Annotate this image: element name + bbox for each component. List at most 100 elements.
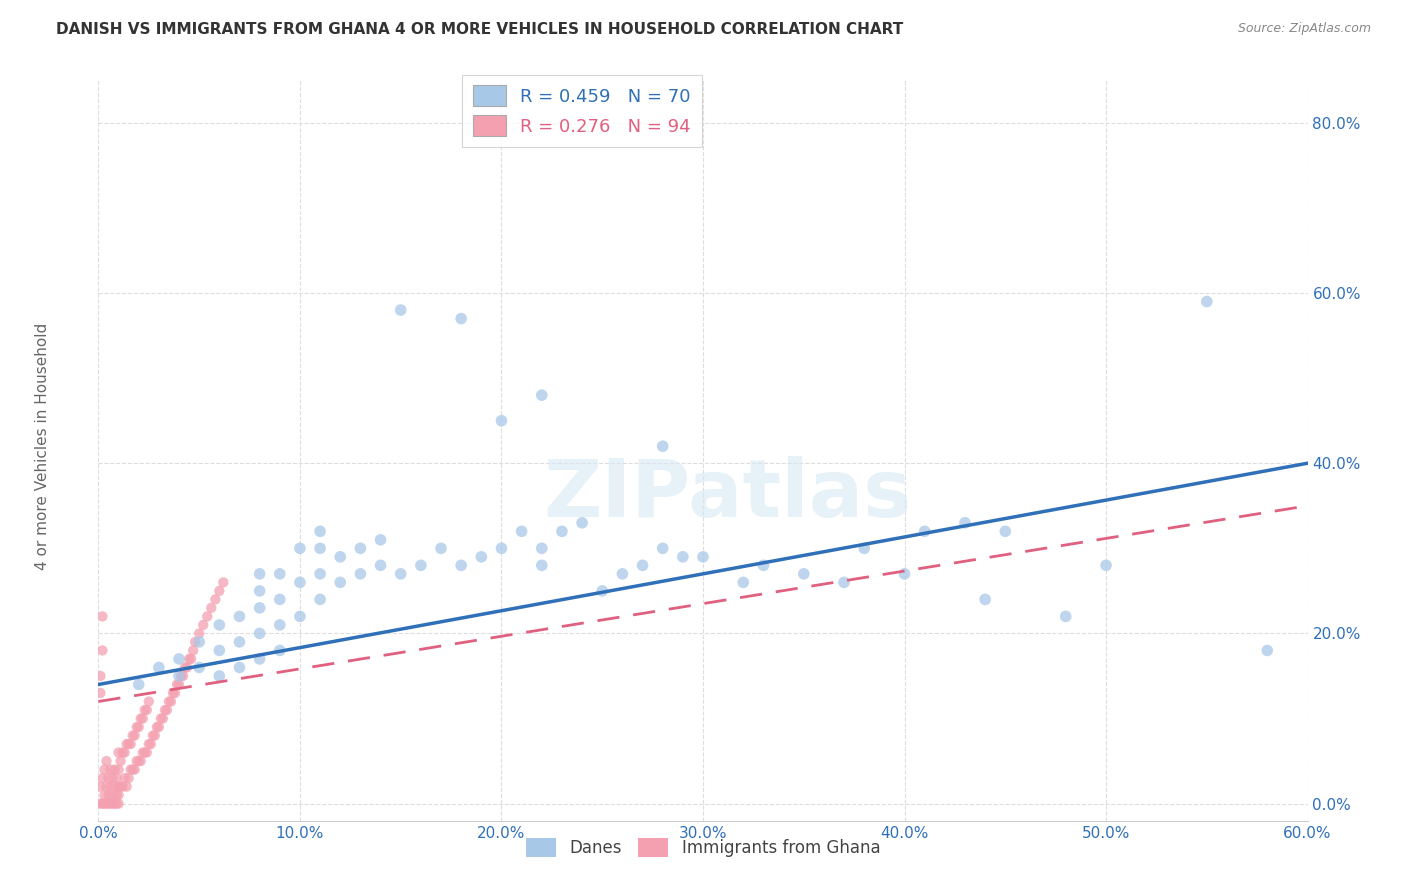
Point <box>120 737 142 751</box>
Point <box>110 780 132 794</box>
Point <box>530 541 553 556</box>
Point <box>953 516 976 530</box>
Legend: Danes, Immigrants from Ghana: Danes, Immigrants from Ghana <box>519 831 887 864</box>
Point <box>329 549 352 564</box>
Point <box>105 771 128 785</box>
Point <box>138 694 160 708</box>
Point <box>105 788 128 802</box>
Point <box>551 524 574 539</box>
Point <box>107 746 129 760</box>
Point <box>180 652 202 666</box>
Point <box>1095 558 1118 573</box>
Point <box>914 524 936 539</box>
Point <box>228 660 250 674</box>
Point <box>162 686 184 700</box>
Point <box>91 771 114 785</box>
Point <box>249 566 271 581</box>
Point <box>288 575 311 590</box>
Point <box>153 703 176 717</box>
Point <box>139 737 162 751</box>
Point <box>309 524 332 539</box>
Point <box>349 541 371 556</box>
Point <box>107 780 129 794</box>
Point <box>208 669 231 683</box>
Point <box>114 746 136 760</box>
Point <box>125 720 148 734</box>
Point <box>89 780 111 794</box>
Point <box>170 669 193 683</box>
Point <box>97 788 120 802</box>
Point <box>631 558 654 573</box>
Point <box>370 533 392 547</box>
Point <box>118 737 141 751</box>
Point <box>853 541 876 556</box>
Point <box>93 788 115 802</box>
Point <box>149 712 172 726</box>
Point <box>128 720 150 734</box>
Point <box>89 669 111 683</box>
Point <box>200 600 222 615</box>
Point <box>269 618 291 632</box>
Point <box>107 763 129 777</box>
Point <box>89 797 111 811</box>
Point <box>228 609 250 624</box>
Point <box>793 566 815 581</box>
Point <box>188 626 211 640</box>
Point <box>101 797 124 811</box>
Point <box>111 746 134 760</box>
Point <box>124 729 146 743</box>
Point <box>349 566 371 581</box>
Point <box>651 439 673 453</box>
Point <box>994 524 1017 539</box>
Point <box>125 754 148 768</box>
Point <box>121 763 143 777</box>
Point <box>148 720 170 734</box>
Point <box>309 566 332 581</box>
Point <box>181 643 204 657</box>
Point <box>1054 609 1077 624</box>
Point <box>146 720 169 734</box>
Point <box>1195 294 1218 309</box>
Point <box>752 558 775 573</box>
Point <box>195 609 218 624</box>
Point <box>91 609 114 624</box>
Point <box>450 558 472 573</box>
Point <box>110 754 132 768</box>
Point <box>269 566 291 581</box>
Point <box>470 549 492 564</box>
Point <box>124 763 146 777</box>
Point <box>188 660 211 674</box>
Point <box>179 652 201 666</box>
Point <box>93 763 115 777</box>
Point <box>329 575 352 590</box>
Point <box>249 652 271 666</box>
Point <box>893 566 915 581</box>
Point <box>142 729 165 743</box>
Point <box>91 643 114 657</box>
Point <box>101 771 124 785</box>
Text: DANISH VS IMMIGRANTS FROM GHANA 4 OR MORE VEHICLES IN HOUSEHOLD CORRELATION CHAR: DANISH VS IMMIGRANTS FROM GHANA 4 OR MOR… <box>56 22 904 37</box>
Point <box>288 541 311 556</box>
Point <box>510 524 533 539</box>
Point <box>309 592 332 607</box>
Point <box>249 626 271 640</box>
Point <box>101 788 124 802</box>
Point <box>105 797 128 811</box>
Point <box>115 780 138 794</box>
Point <box>208 643 231 657</box>
Point <box>450 311 472 326</box>
Point <box>160 694 183 708</box>
Point <box>128 677 150 691</box>
Point <box>389 303 412 318</box>
Point <box>672 549 695 564</box>
Point <box>128 754 150 768</box>
Point <box>96 797 118 811</box>
Point <box>692 549 714 564</box>
Point <box>269 643 291 657</box>
Point <box>571 516 593 530</box>
Point <box>129 754 152 768</box>
Point <box>163 686 186 700</box>
Point <box>156 703 179 717</box>
Point <box>143 729 166 743</box>
Point <box>152 712 174 726</box>
